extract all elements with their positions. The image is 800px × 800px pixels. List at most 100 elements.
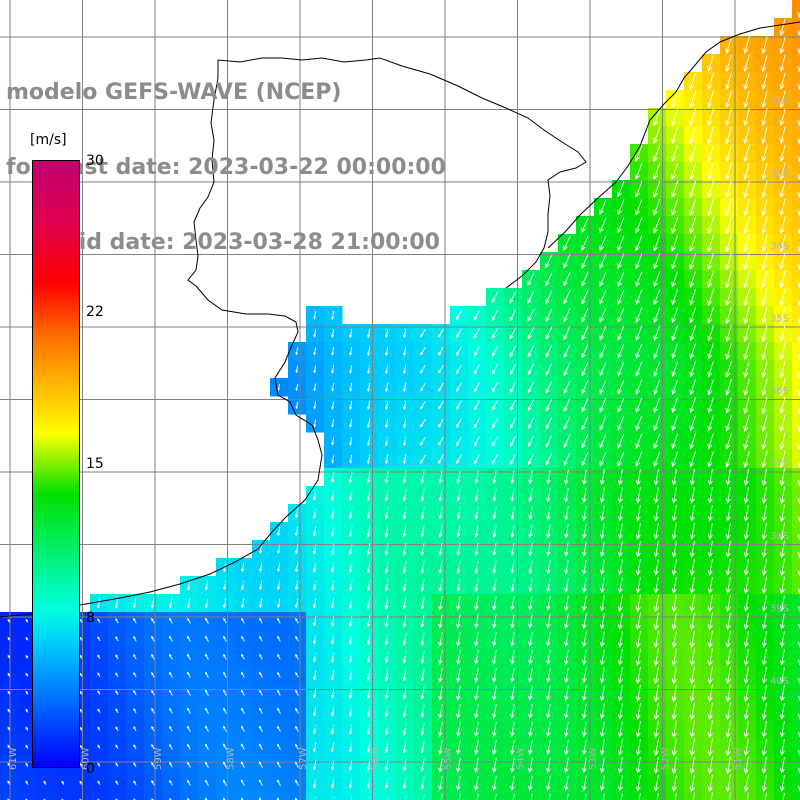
wind-arrow	[761, 631, 767, 648]
wind-arrow	[743, 522, 749, 541]
wind-arrow	[79, 780, 83, 785]
wind-arrow	[671, 756, 677, 775]
wind-arrow	[761, 576, 767, 595]
wind-arrow	[528, 775, 533, 792]
wind-speed-cell	[792, 360, 800, 379]
lon-label: 59W	[153, 747, 164, 770]
wind-arrow	[707, 576, 713, 595]
wind-arrow	[599, 344, 607, 359]
wind-arrow	[187, 779, 191, 786]
wind-arrow	[635, 684, 641, 703]
wind-arrow	[617, 469, 623, 486]
wind-arrow	[438, 776, 443, 791]
wind-arrow	[671, 576, 677, 595]
wind-arrow	[491, 454, 498, 465]
wind-arrow	[725, 576, 731, 595]
wind-arrow	[671, 612, 677, 631]
wind-arrow	[402, 597, 407, 610]
wind-speed-cell	[792, 414, 800, 433]
wind-arrow	[420, 704, 425, 719]
wind-arrow	[403, 418, 407, 429]
wind-arrow	[277, 689, 281, 696]
wind-arrow	[79, 726, 83, 731]
wind-arrow	[743, 414, 750, 433]
wind-arrow	[349, 382, 353, 393]
wind-arrow	[7, 618, 11, 623]
wind-arrow	[25, 762, 29, 767]
wind-arrow	[492, 488, 497, 503]
wind-speed-cell	[558, 792, 577, 800]
wind-arrow	[205, 725, 209, 732]
wind-arrow	[456, 614, 461, 629]
wind-arrow	[564, 739, 569, 756]
wind-arrow	[402, 759, 407, 772]
wind-arrow	[599, 703, 605, 720]
wind-arrow	[671, 558, 677, 577]
wind-arrow	[779, 450, 786, 469]
wind-arrow	[420, 382, 426, 392]
wind-arrow	[581, 631, 587, 648]
wind-arrow	[779, 576, 785, 595]
wind-arrow	[97, 636, 101, 642]
wind-arrow	[348, 778, 353, 789]
wind-arrow	[384, 777, 389, 790]
wind-arrow	[725, 270, 732, 289]
wind-arrow	[438, 489, 443, 502]
wind-arrow	[259, 653, 263, 660]
wind-arrow	[79, 672, 83, 677]
wind-arrow	[653, 577, 659, 594]
wind-arrow	[725, 451, 732, 468]
wind-arrow	[653, 738, 659, 757]
wind-arrow	[653, 379, 661, 396]
wind-arrow	[581, 362, 589, 377]
wind-arrow	[79, 636, 83, 641]
wind-arrow	[512, 793, 515, 800]
wind-arrow	[510, 453, 516, 465]
wind-arrow	[743, 666, 749, 685]
wind-arrow	[725, 216, 732, 235]
wind-arrow	[743, 180, 750, 199]
wind-arrow	[599, 775, 605, 792]
wind-arrow	[635, 235, 643, 252]
wind-arrow	[599, 235, 607, 252]
wind-arrow	[671, 108, 679, 126]
wind-arrow	[456, 703, 461, 720]
wind-arrow	[617, 594, 623, 613]
wind-arrow	[438, 685, 443, 702]
wind-arrow	[599, 595, 605, 612]
wind-arrow	[7, 744, 11, 749]
wind-arrow	[635, 594, 641, 613]
wind-arrow	[581, 253, 589, 269]
wind-speed-cell	[486, 792, 505, 800]
wind-arrow	[779, 342, 786, 361]
lon-label: 51W	[733, 747, 744, 770]
wind-arrow	[527, 308, 535, 322]
colorbar-tick-30: 30	[86, 153, 104, 169]
wind-arrow	[761, 270, 768, 289]
wind-arrow	[635, 541, 641, 558]
wind-arrow	[779, 324, 786, 343]
wind-arrow	[115, 726, 119, 732]
wind-arrow	[97, 780, 101, 785]
wind-arrow	[707, 505, 713, 522]
wind-arrow	[599, 271, 607, 287]
wind-arrow	[438, 758, 443, 773]
wind-arrow	[348, 471, 353, 484]
wind-arrow	[492, 685, 497, 702]
wind-arrow	[187, 617, 191, 624]
wind-arrow	[761, 72, 768, 91]
wind-arrow	[546, 595, 551, 612]
wind-speed-cell	[54, 792, 73, 800]
wind-arrow	[743, 54, 750, 73]
wind-arrow	[689, 108, 697, 127]
wind-arrow	[689, 774, 695, 793]
wind-arrow	[474, 775, 479, 792]
wind-arrow	[456, 436, 462, 447]
wind-arrow	[779, 486, 785, 505]
wind-arrow	[402, 489, 407, 502]
wind-arrow	[743, 324, 750, 343]
wind-arrow	[133, 744, 137, 750]
wind-arrow	[581, 235, 589, 251]
wind-arrow	[438, 560, 443, 574]
wind-arrow	[635, 181, 643, 198]
